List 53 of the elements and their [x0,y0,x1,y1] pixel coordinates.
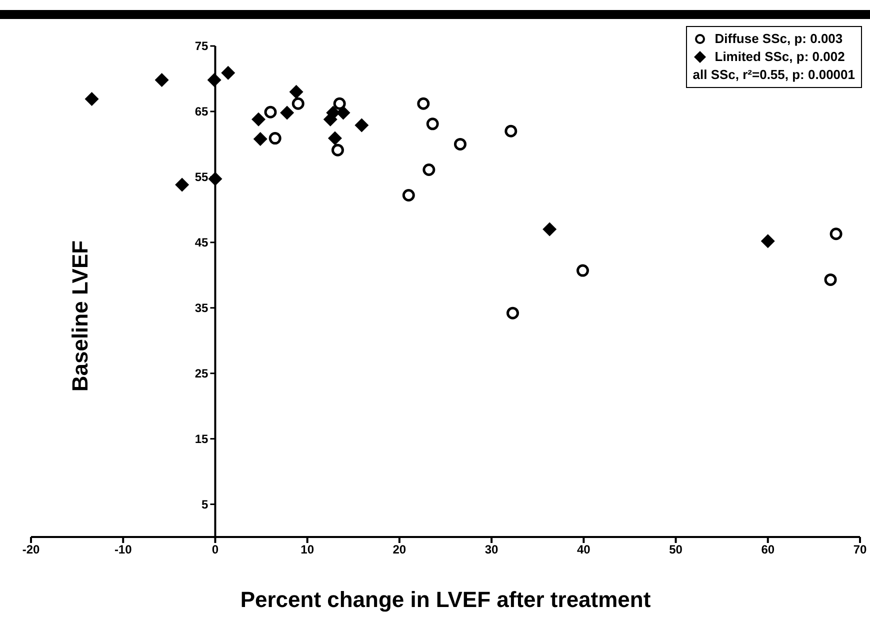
point [208,172,222,186]
y-tick-label: 15 [194,432,209,446]
point [253,132,268,146]
x-tick-label: 50 [669,542,683,557]
point [207,73,222,88]
y-axis-title: Baseline LVEF [68,240,92,392]
point [454,138,466,150]
legend-label: Limited SSc, p: 0.002 [714,48,845,66]
point [504,124,518,138]
point [417,97,430,110]
point [426,118,439,130]
x-tick-label: 0 [212,542,219,557]
x-tick-label: 60 [761,542,775,557]
y-tick-label: 65 [194,104,209,118]
y-tick-label: 75 [194,39,209,53]
x-tick-label: 30 [484,542,499,557]
point [252,112,266,126]
point [175,178,190,192]
annotation: all SSc, r²=0.55, p: 0.00001 [692,66,855,84]
x-tick-label: 40 [576,542,591,557]
point [280,106,294,120]
x-tick-label: 10 [300,542,314,557]
point [336,106,350,120]
point [354,118,369,132]
point [268,132,282,145]
x-tick-label: 20 [392,542,406,557]
y-tick-label: 35 [194,300,209,315]
point [506,306,519,320]
point [84,92,99,106]
x-tick-label: -20 [22,542,40,557]
y-tick-label: 45 [194,235,209,250]
point [328,131,342,146]
point [760,234,775,248]
point [289,84,304,99]
legend-label: Diffuse SSc, p: 0.003 [714,30,843,48]
x-tick-label: 70 [853,542,867,557]
point [154,73,169,88]
point [221,66,236,80]
point [264,106,277,118]
y-tick-label: 5 [202,497,209,512]
y-tick-label: 55 [194,170,209,184]
point [333,97,346,110]
point [576,264,589,277]
point [824,273,837,286]
point [402,189,415,202]
x-axis-title: Percent change in LVEF after treatment [240,587,652,612]
point [292,97,304,110]
point [542,222,557,236]
y-tick-label: 25 [194,366,209,380]
point [422,163,436,176]
x-tick-label: -10 [114,542,132,557]
point [830,228,842,240]
point [331,144,344,156]
